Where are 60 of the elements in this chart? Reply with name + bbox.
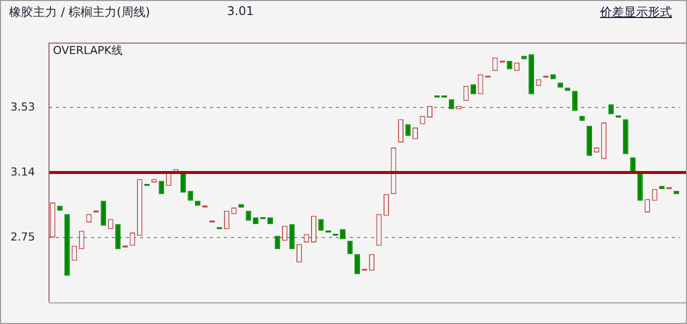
candlestick bbox=[282, 226, 288, 241]
candlestick bbox=[506, 60, 512, 70]
candlestick bbox=[130, 232, 136, 246]
candlestick bbox=[188, 190, 194, 201]
candlestick bbox=[492, 58, 498, 71]
candlestick bbox=[558, 82, 564, 88]
candlestick bbox=[564, 88, 570, 91]
candlestick bbox=[72, 246, 78, 261]
candlestick bbox=[521, 56, 527, 60]
candlestick bbox=[246, 210, 252, 221]
chart-subtitle: OVERLAPK线 bbox=[53, 44, 122, 57]
candlestick bbox=[369, 254, 374, 271]
candlestick bbox=[136, 179, 142, 236]
candlestick bbox=[158, 180, 164, 194]
candlestick bbox=[398, 119, 404, 143]
candlestick bbox=[64, 214, 70, 276]
candlestick bbox=[384, 194, 389, 216]
text: 价差显示形式 bbox=[600, 4, 672, 21]
candlestick bbox=[405, 124, 411, 136]
candlestick bbox=[296, 244, 302, 262]
candlestick bbox=[412, 128, 418, 140]
candlestick bbox=[528, 54, 534, 94]
candlestick bbox=[448, 99, 454, 110]
y-tick-label: 3.14 bbox=[10, 165, 35, 178]
candlestick bbox=[644, 199, 650, 212]
candlestick bbox=[572, 90, 578, 111]
candlestick bbox=[180, 172, 186, 192]
candlestick bbox=[630, 158, 636, 172]
candlestick bbox=[427, 106, 432, 118]
candlestick bbox=[550, 74, 556, 80]
candlestick bbox=[463, 86, 469, 101]
candlestick bbox=[354, 254, 360, 274]
candlestick bbox=[50, 202, 56, 238]
candlestick bbox=[194, 200, 200, 206]
candlestick bbox=[224, 210, 230, 230]
candlestick bbox=[318, 219, 324, 231]
candlestick bbox=[311, 216, 316, 242]
candlestick bbox=[166, 172, 172, 186]
candlestick bbox=[78, 230, 84, 250]
candlestick bbox=[115, 224, 121, 250]
candlestick bbox=[238, 204, 244, 208]
candlestick bbox=[274, 236, 280, 250]
candlestick bbox=[586, 126, 592, 156]
candlestick bbox=[57, 206, 63, 211]
candlestick bbox=[100, 200, 106, 226]
text: 3.01 bbox=[227, 4, 254, 18]
candlestick bbox=[622, 119, 628, 154]
candlestick bbox=[470, 84, 476, 94]
candlestick bbox=[478, 74, 484, 94]
candlestick bbox=[579, 116, 585, 121]
y-tick-label: 3.53 bbox=[10, 100, 35, 114]
candlestick bbox=[601, 122, 607, 160]
candlestick bbox=[637, 172, 643, 201]
candlestick bbox=[340, 229, 346, 240]
candlestick bbox=[151, 179, 157, 182]
chart-title: 橡胶主力 / 棕榈主力(周线) bbox=[9, 4, 150, 21]
candlestick bbox=[652, 189, 658, 201]
y-tick-label: 2.75 bbox=[10, 230, 35, 244]
candlestick bbox=[108, 219, 114, 230]
candlestick bbox=[608, 104, 614, 114]
